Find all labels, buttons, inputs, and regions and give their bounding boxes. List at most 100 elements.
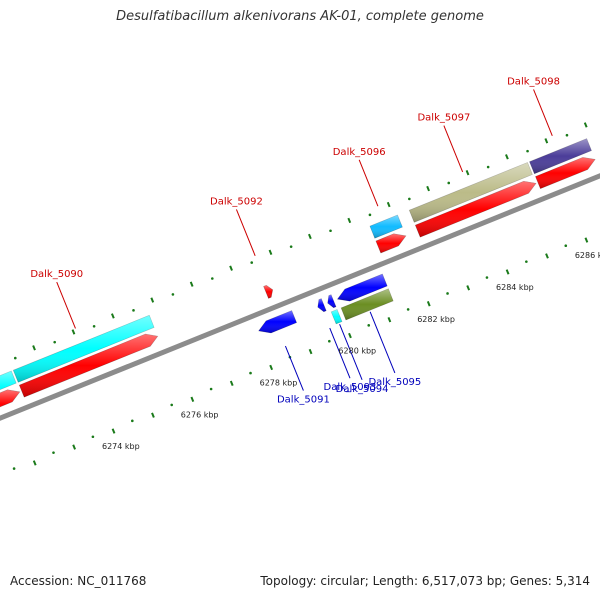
lower-ruler-minor-tick xyxy=(131,419,134,423)
scale-label: 6282 kbp xyxy=(417,315,455,324)
label-leader-dalk_5093 xyxy=(329,327,351,379)
lower-ruler-major-tick xyxy=(229,380,234,387)
lower-ruler-minor-tick xyxy=(249,371,252,375)
scale-label: 6274 kbp xyxy=(102,442,140,451)
label-leader-dalk_5090 xyxy=(56,281,76,329)
tick-marks xyxy=(12,122,589,470)
upper-ruler-major-tick xyxy=(465,170,470,176)
label-leader-dalk_5096 xyxy=(358,159,379,207)
upper-ruler-minor-tick xyxy=(486,165,490,169)
scale-label: 6284 kbp xyxy=(496,283,534,292)
reverse-gene-dalk_5093-shade xyxy=(317,298,327,312)
gene-labels: Dalk_5089Dalk_5090Dalk_5092Dalk_5096Dalk… xyxy=(30,76,560,406)
forward-gene-dalk_5098-shade xyxy=(535,157,596,189)
upper-ruler-minor-tick xyxy=(53,340,56,344)
reverse-track-0-shade xyxy=(331,309,342,324)
lower-ruler-major-tick xyxy=(151,412,155,418)
lower-ruler-minor-tick xyxy=(170,403,174,407)
upper-ruler-minor-tick xyxy=(250,261,254,264)
lower-ruler-major-tick xyxy=(72,444,76,450)
genome-title: Desulfatibacillum alkenivorans AK-01, co… xyxy=(116,9,484,24)
gene-label-dalk_5091[interactable]: Dalk_5091 xyxy=(277,395,330,406)
lower-ruler-minor-tick xyxy=(328,339,331,343)
upper-ruler-minor-tick xyxy=(211,277,214,280)
upper-ruler-major-tick xyxy=(347,217,352,224)
upper-ruler-minor-tick xyxy=(13,356,17,360)
gene-features xyxy=(0,138,596,408)
lower-ruler-major-tick xyxy=(308,348,313,355)
reverse-gene-dalk_5091-shade xyxy=(258,310,297,333)
label-leader-dalk_5098 xyxy=(533,89,553,136)
label-leader-dalk_5097 xyxy=(443,125,464,173)
forward-track-dalk_5096-shade xyxy=(369,215,403,239)
label-leader-dalk_5095 xyxy=(369,311,396,374)
upper-ruler-major-tick xyxy=(544,138,549,144)
upper-ruler-major-tick xyxy=(110,313,115,319)
reverse-gene-dalk_5094-shade xyxy=(327,294,336,308)
forward-gene-dalk_5090-shade xyxy=(19,334,158,398)
upper-ruler-minor-tick xyxy=(447,181,451,185)
lower-ruler-minor-tick xyxy=(367,324,371,327)
forward-gene-dalk_5092-shade xyxy=(263,285,273,299)
lower-ruler-minor-tick xyxy=(91,435,95,439)
scale-label: 6286 kbp xyxy=(575,251,600,260)
scale-labels: 6274 kbp 6276 kbp 6278 kbp 6280 kbp 6282 kbp… xyxy=(102,251,600,451)
upper-ruler-major-tick xyxy=(505,154,509,160)
forward-gene-dalk_5097-shade xyxy=(415,181,536,238)
forward-gene-dalk_5089-shade xyxy=(0,389,20,407)
reverse-gene-dalk_5095-shade xyxy=(337,274,388,302)
upper-ruler-minor-tick xyxy=(92,324,96,328)
forward-track-dalk_5090-shade xyxy=(13,315,155,383)
upper-ruler-minor-tick xyxy=(329,229,332,233)
gene-label-dalk_5093[interactable]: Dalk_5093 xyxy=(324,382,377,393)
scale-label: 6278 kbp xyxy=(260,379,298,388)
backbone-line xyxy=(0,173,600,421)
label-leader-dalk_5094 xyxy=(339,323,363,380)
gene-label-dalk_5094[interactable]: Dalk_5094 xyxy=(336,384,389,395)
lower-ruler-major-tick xyxy=(269,364,274,371)
upper-ruler-major-tick xyxy=(426,185,430,192)
lower-ruler-major-tick xyxy=(505,269,510,275)
gene-label-dalk_5095[interactable]: Dalk_5095 xyxy=(368,377,421,388)
upper-ruler-major-tick xyxy=(32,345,36,351)
gene-label-dalk_5096[interactable]: Dalk_5096 xyxy=(333,147,386,158)
reverse-track-1-shade xyxy=(341,288,394,320)
lower-ruler-major-tick xyxy=(387,316,392,323)
lower-ruler-major-tick xyxy=(584,237,589,243)
lower-ruler-major-tick xyxy=(545,253,549,259)
upper-ruler-minor-tick xyxy=(171,293,175,296)
lower-ruler-major-tick xyxy=(111,428,116,434)
scale-label: 6276 kbp xyxy=(181,410,219,419)
upper-ruler-minor-tick xyxy=(565,133,569,137)
lower-ruler-minor-tick xyxy=(446,292,449,295)
gene-label-dalk_5092[interactable]: Dalk_5092 xyxy=(210,196,263,207)
lower-ruler-major-tick xyxy=(348,332,352,339)
gene-label-dalk_5098[interactable]: Dalk_5098 xyxy=(507,76,560,87)
upper-ruler-minor-tick xyxy=(289,245,293,248)
upper-ruler-major-tick xyxy=(71,329,76,335)
lower-ruler-minor-tick xyxy=(485,276,489,279)
forward-track-dalk_5089-shade xyxy=(0,371,17,390)
label-leader-dalk_5092 xyxy=(235,209,256,256)
lower-ruler-minor-tick xyxy=(525,260,528,263)
upper-ruler-major-tick xyxy=(150,297,155,303)
upper-ruler-minor-tick xyxy=(526,149,529,153)
upper-ruler-minor-tick xyxy=(368,213,372,217)
lower-ruler-major-tick xyxy=(190,396,195,402)
upper-ruler-major-tick xyxy=(229,265,233,271)
gene-label-dalk_5090[interactable]: Dalk_5090 xyxy=(30,269,83,280)
upper-ruler-major-tick xyxy=(308,233,312,240)
lower-ruler-minor-tick xyxy=(564,244,568,248)
lower-ruler-minor-tick xyxy=(12,467,16,470)
accession-text: Accession: NC_011768 xyxy=(10,574,147,588)
upper-ruler-major-tick xyxy=(268,249,273,255)
lower-ruler-minor-tick xyxy=(406,308,410,311)
gene-label-dalk_5097[interactable]: Dalk_5097 xyxy=(417,113,470,124)
upper-ruler-minor-tick xyxy=(408,197,411,201)
genome-backbone xyxy=(0,173,600,421)
upper-ruler-major-tick xyxy=(583,122,588,128)
forward-gene-dalk_5096-shade xyxy=(375,233,406,253)
scale-label: 6280 kbp xyxy=(338,347,376,356)
forward-track-dalk_5098-shade xyxy=(529,138,592,174)
